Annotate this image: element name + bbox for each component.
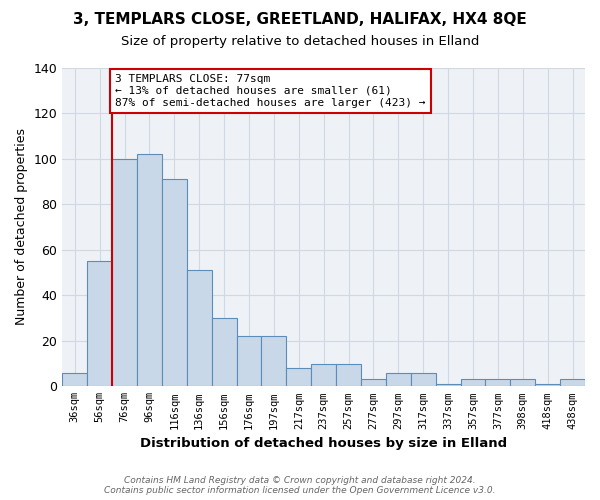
Bar bbox=[511, 380, 535, 386]
Bar bbox=[485, 380, 511, 386]
Text: Size of property relative to detached houses in Elland: Size of property relative to detached ho… bbox=[121, 35, 479, 48]
Y-axis label: Number of detached properties: Number of detached properties bbox=[15, 128, 28, 326]
Text: 3 TEMPLARS CLOSE: 77sqm
← 13% of detached houses are smaller (61)
87% of semi-de: 3 TEMPLARS CLOSE: 77sqm ← 13% of detache… bbox=[115, 74, 425, 108]
Bar bbox=[535, 384, 560, 386]
X-axis label: Distribution of detached houses by size in Elland: Distribution of detached houses by size … bbox=[140, 437, 507, 450]
Bar bbox=[112, 158, 137, 386]
Bar bbox=[137, 154, 162, 386]
Bar bbox=[262, 336, 286, 386]
Bar bbox=[311, 364, 336, 386]
Bar bbox=[386, 372, 411, 386]
Bar bbox=[560, 380, 585, 386]
Bar bbox=[62, 372, 87, 386]
Bar bbox=[361, 380, 386, 386]
Bar bbox=[212, 318, 236, 386]
Bar bbox=[286, 368, 311, 386]
Bar bbox=[187, 270, 212, 386]
Bar bbox=[87, 261, 112, 386]
Text: Contains HM Land Registry data © Crown copyright and database right 2024.
Contai: Contains HM Land Registry data © Crown c… bbox=[104, 476, 496, 495]
Bar bbox=[236, 336, 262, 386]
Text: 3, TEMPLARS CLOSE, GREETLAND, HALIFAX, HX4 8QE: 3, TEMPLARS CLOSE, GREETLAND, HALIFAX, H… bbox=[73, 12, 527, 28]
Bar bbox=[336, 364, 361, 386]
Bar bbox=[411, 372, 436, 386]
Bar bbox=[162, 179, 187, 386]
Bar bbox=[461, 380, 485, 386]
Bar bbox=[436, 384, 461, 386]
